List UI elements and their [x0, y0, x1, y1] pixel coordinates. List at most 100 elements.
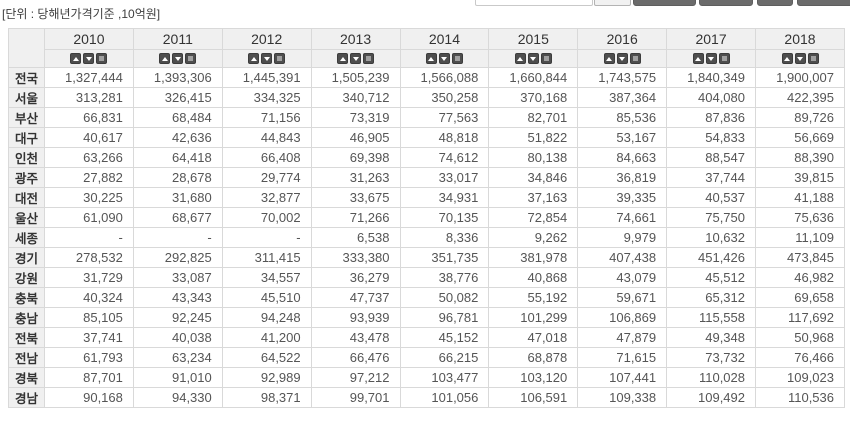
- year-header-2013: 2013: [310, 28, 401, 50]
- sort-controls-2010: [44, 49, 134, 68]
- toolbar-button-1[interactable]: [633, 0, 696, 6]
- sort-descending-button[interactable]: [261, 53, 273, 64]
- sort-clear-button[interactable]: [540, 53, 552, 64]
- sort-clear-button[interactable]: [363, 53, 375, 64]
- value-cell: 292,825: [132, 247, 223, 268]
- sort-clear-button[interactable]: [451, 53, 463, 64]
- value-cell: 85,536: [577, 107, 668, 128]
- sort-descending-button[interactable]: [172, 53, 184, 64]
- value-cell: 72,854: [488, 207, 579, 228]
- sort-descending-button[interactable]: [527, 53, 539, 64]
- sort-descending-button[interactable]: [616, 53, 628, 64]
- region-label: 광주: [8, 167, 45, 188]
- triangle-down-icon: [352, 56, 359, 61]
- sort-ascending-button[interactable]: [159, 53, 171, 64]
- statistics-table: 2010 2011 2012 2013 2014 2015 2016 2017 2018 전국 1…: [8, 28, 845, 408]
- sort-descending-button[interactable]: [438, 53, 450, 64]
- value-cell: 87,701: [44, 367, 134, 388]
- value-cell: 93,939: [310, 307, 401, 328]
- triangle-up-icon: [606, 56, 613, 61]
- value-cell: 42,636: [132, 127, 223, 148]
- table-row-전남: 전남 61,793 63,234 64,522 66,476 66,215 68,878 71…: [8, 347, 845, 368]
- sort-ascending-button[interactable]: [337, 53, 349, 64]
- value-cell: 43,079: [577, 267, 668, 288]
- value-cell: 326,415: [132, 87, 223, 108]
- value-cell: 27,882: [44, 167, 134, 188]
- value-cell: 8,336: [399, 227, 490, 248]
- value-cell: 66,408: [221, 147, 312, 168]
- value-cell: 278,532: [44, 247, 134, 268]
- sort-ascending-button[interactable]: [70, 53, 82, 64]
- toolbar-small-button[interactable]: [594, 0, 631, 6]
- sort-descending-button[interactable]: [350, 53, 362, 64]
- sort-clear-button[interactable]: [807, 53, 819, 64]
- value-cell: 1,393,306: [132, 67, 223, 88]
- sort-controls-2011: [132, 49, 223, 68]
- sort-ascending-button[interactable]: [603, 53, 615, 64]
- value-cell: 47,018: [488, 327, 579, 348]
- table-row-서울: 서울 313,281 326,415 334,325 340,712 350,258 370…: [8, 87, 845, 108]
- value-cell: 53,167: [577, 127, 668, 148]
- value-cell: 61,090: [44, 207, 134, 228]
- toolbar-button-4[interactable]: [797, 0, 850, 6]
- triangle-down-icon: [797, 56, 803, 61]
- sort-controls-2016: [577, 49, 668, 68]
- region-label: 충남: [8, 307, 45, 328]
- value-cell: 51,822: [488, 127, 579, 148]
- value-cell: 59,671: [577, 287, 668, 308]
- value-cell: 31,680: [132, 187, 223, 208]
- value-cell: 37,741: [44, 327, 134, 348]
- value-cell: 96,781: [399, 307, 490, 328]
- triangle-up-icon: [428, 56, 435, 61]
- value-cell: 94,330: [132, 387, 223, 408]
- sort-controls-row: [9, 49, 845, 68]
- toolbar-text-input[interactable]: [475, 0, 593, 6]
- sort-ascending-button[interactable]: [781, 53, 793, 64]
- toolbar-button-3[interactable]: [757, 0, 793, 6]
- sort-clear-button[interactable]: [629, 53, 641, 64]
- table-row-경북: 경북 87,701 91,010 92,989 97,212 103,477 103,120…: [8, 367, 845, 388]
- sort-descending-button[interactable]: [83, 53, 95, 64]
- region-label: 서울: [8, 87, 45, 108]
- sort-descending-button[interactable]: [794, 53, 806, 64]
- sort-clear-button[interactable]: [96, 53, 108, 64]
- square-icon: [810, 56, 816, 61]
- value-cell: 333,380: [310, 247, 401, 268]
- sort-ascending-button[interactable]: [425, 53, 437, 64]
- sort-ascending-button[interactable]: [514, 53, 526, 64]
- sort-clear-button[interactable]: [185, 53, 197, 64]
- value-cell: 350,258: [399, 87, 490, 108]
- triangle-down-icon: [441, 56, 448, 61]
- value-cell: 84,663: [577, 147, 668, 168]
- region-label: 경남: [8, 387, 45, 408]
- toolbar-button-2[interactable]: [699, 0, 753, 6]
- value-cell: 31,729: [44, 267, 134, 288]
- sort-clear-button[interactable]: [718, 53, 730, 64]
- sort-clear-button[interactable]: [274, 53, 286, 64]
- region-label: 부산: [8, 107, 45, 128]
- triangle-down-icon: [85, 56, 92, 61]
- value-cell: 70,135: [399, 207, 490, 228]
- table-row-광주: 광주 27,882 28,678 29,774 31,263 33,017 34,846 36…: [8, 167, 845, 188]
- year-header-row: 2010 2011 2012 2013 2014 2015 2016 2017 2018: [8, 28, 845, 68]
- sort-controls-2018: [755, 49, 845, 68]
- value-cell: 46,905: [310, 127, 401, 148]
- year-header-2010: 2010: [44, 28, 134, 50]
- value-cell: 88,547: [666, 147, 756, 168]
- value-cell: 101,056: [399, 387, 490, 408]
- value-cell: 1,660,844: [488, 67, 579, 88]
- value-cell: 39,815: [755, 167, 845, 188]
- value-cell: 43,343: [132, 287, 223, 308]
- sort-descending-button[interactable]: [705, 53, 717, 64]
- sort-controls-2015: [488, 49, 579, 68]
- triangle-down-icon: [263, 56, 270, 61]
- region-label: 경북: [8, 367, 45, 388]
- square-icon: [721, 56, 727, 61]
- triangle-down-icon: [174, 56, 181, 61]
- triangle-up-icon: [161, 56, 168, 61]
- value-cell: 65,312: [666, 287, 756, 308]
- sort-ascending-button[interactable]: [692, 53, 704, 64]
- sort-ascending-button[interactable]: [248, 53, 260, 64]
- value-cell: 407,438: [577, 247, 668, 268]
- year-header-2012: 2012: [221, 28, 312, 50]
